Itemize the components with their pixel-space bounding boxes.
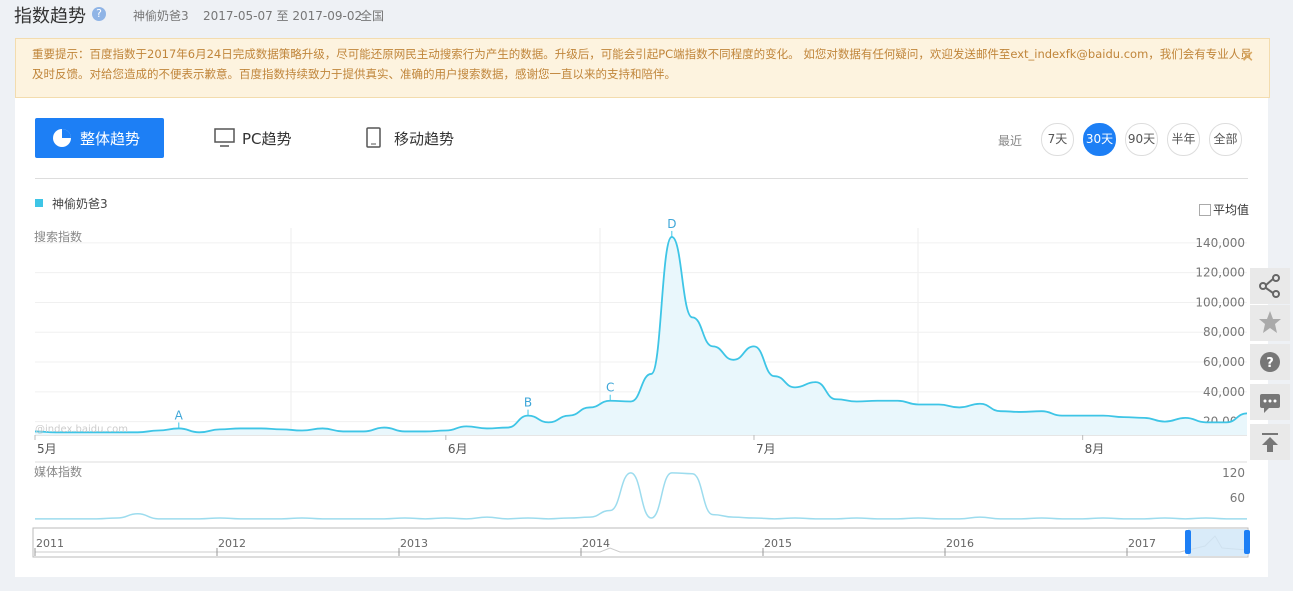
y-tick-label: 120 (1222, 466, 1245, 480)
y-tick-label: 40,000 (1203, 385, 1245, 399)
share-button[interactable] (1250, 268, 1290, 304)
notice: 重要提示：百度指数于2017年6月24日完成数据策略升级，尽可能还原网民主动搜索… (15, 38, 1270, 98)
x-tick-label: 5月 (37, 442, 57, 456)
svg-text:?: ? (1266, 356, 1274, 371)
x-tick-label: 8月 (1085, 442, 1105, 456)
line (35, 472, 1247, 520)
year-label: 2013 (400, 537, 428, 550)
feedback-button[interactable] (1250, 384, 1290, 420)
navigator-selection (1188, 529, 1247, 556)
year-label: 2016 (946, 537, 974, 550)
annotation: C (606, 381, 614, 395)
period-button[interactable]: 半年 (1167, 123, 1200, 156)
chart-title: 媒体指数 (34, 464, 82, 479)
y-tick-label: 60 (1230, 491, 1245, 505)
y-tick-label: 100,000 (1195, 295, 1245, 309)
pie-icon (53, 129, 71, 147)
tab-label: 整体趋势 (80, 130, 141, 148)
year-label: 2015 (764, 537, 792, 550)
chart-title: 搜索指数 (34, 229, 82, 244)
y-tick-label: 120,000 (1195, 266, 1245, 280)
year-label: 2011 (36, 537, 64, 550)
tab-mobile[interactable]: 移动趋势 (394, 130, 455, 148)
pc-icon (214, 128, 235, 147)
tab-overall[interactable]: 整体趋势 (35, 118, 164, 158)
period-label: 最近 (998, 134, 1023, 148)
legend-swatch (35, 199, 43, 207)
y-tick-label: 60,000 (1203, 355, 1245, 369)
average-label[interactable]: 平均值 (1213, 203, 1250, 217)
watermark: @index.baidu.com (35, 424, 128, 435)
period-button[interactable]: 30天 (1083, 123, 1116, 156)
x-tick-label: 6月 (448, 442, 468, 456)
average-checkbox[interactable] (1199, 204, 1211, 216)
period-button[interactable]: 90天 (1125, 123, 1158, 156)
period-button[interactable]: 7天 (1041, 123, 1074, 156)
region: 全国 (360, 9, 385, 23)
favorite-button[interactable] (1250, 305, 1290, 341)
year-label: 2014 (582, 537, 610, 550)
legend-label[interactable]: 神偷奶爸3 (52, 197, 108, 211)
line (34, 236, 1248, 434)
annotation: D (667, 217, 676, 231)
keyword: 神偷奶爸3 (133, 9, 189, 23)
navigator-handle[interactable] (1185, 530, 1191, 554)
top-button[interactable] (1250, 424, 1290, 460)
mobile-icon (366, 127, 381, 148)
page-title: 指数趋势 (14, 6, 86, 27)
annotation: A (175, 408, 184, 422)
x-tick-label: 7月 (756, 442, 776, 456)
help-button[interactable]: ? (1250, 344, 1290, 380)
help-icon[interactable]: ? (92, 7, 106, 21)
divider (35, 178, 1248, 179)
tab-pc[interactable]: PC趋势 (242, 130, 292, 148)
y-tick-label: 140,000 (1195, 236, 1245, 250)
year-label: 2017 (1128, 537, 1156, 550)
close-button[interactable]: ✕ (1241, 47, 1255, 66)
period-button[interactable]: 全部 (1209, 123, 1242, 156)
date-range: 2017-05-07 至 2017-09-02 (203, 9, 363, 23)
area (35, 236, 1247, 435)
year-label: 2012 (218, 537, 246, 550)
y-tick-label: 80,000 (1203, 325, 1245, 339)
navigator-handle[interactable] (1244, 530, 1250, 554)
annotation: B (524, 396, 532, 410)
navigator-frame (32, 527, 1249, 558)
